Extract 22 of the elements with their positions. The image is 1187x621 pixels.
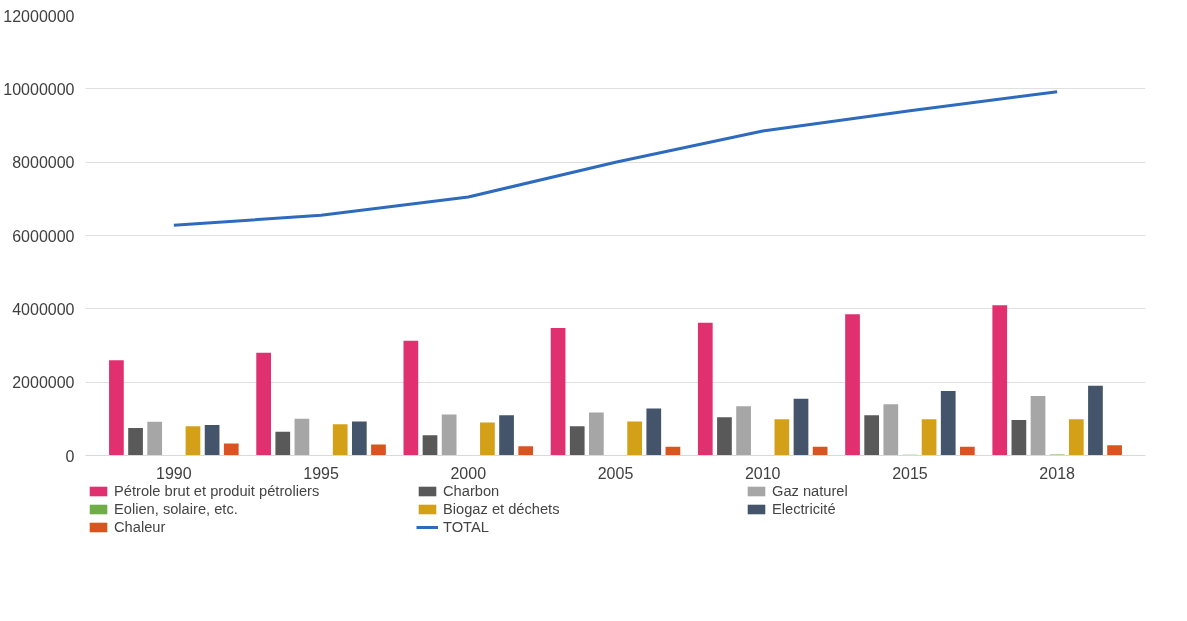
y-tick-label: 10000000 xyxy=(3,80,75,98)
legend-label: Electricité xyxy=(772,501,837,517)
legend-label: Pétrole brut et produit pétroliers xyxy=(114,483,321,499)
x-tick-label: 2005 xyxy=(597,464,634,482)
legend-label: Biogaz et déchets xyxy=(443,501,561,517)
y-tick-label: 6000000 xyxy=(12,227,75,245)
legend-label: Chaleur xyxy=(114,519,167,535)
x-tick-label: 1995 xyxy=(303,464,339,482)
legend-label: Gaz naturel xyxy=(772,483,849,499)
legend-label: TOTAL xyxy=(443,519,490,535)
y-tick-label: 0 xyxy=(65,447,75,465)
x-tick-label: 2018 xyxy=(1039,464,1076,482)
y-tick-label: 8000000 xyxy=(12,154,75,172)
x-tick-label: 2000 xyxy=(450,464,487,482)
y-tick-label: 4000000 xyxy=(12,300,75,318)
x-tick-label: 2010 xyxy=(744,464,781,482)
x-tick-label: 1990 xyxy=(156,464,192,482)
x-tick-label: 2015 xyxy=(892,464,928,482)
legend-label: Charbon xyxy=(443,483,501,499)
y-tick-label: 12000000 xyxy=(3,7,75,25)
legend-label: Eolien, solaire, etc. xyxy=(114,501,239,517)
y-tick-label: 2000000 xyxy=(12,374,75,392)
